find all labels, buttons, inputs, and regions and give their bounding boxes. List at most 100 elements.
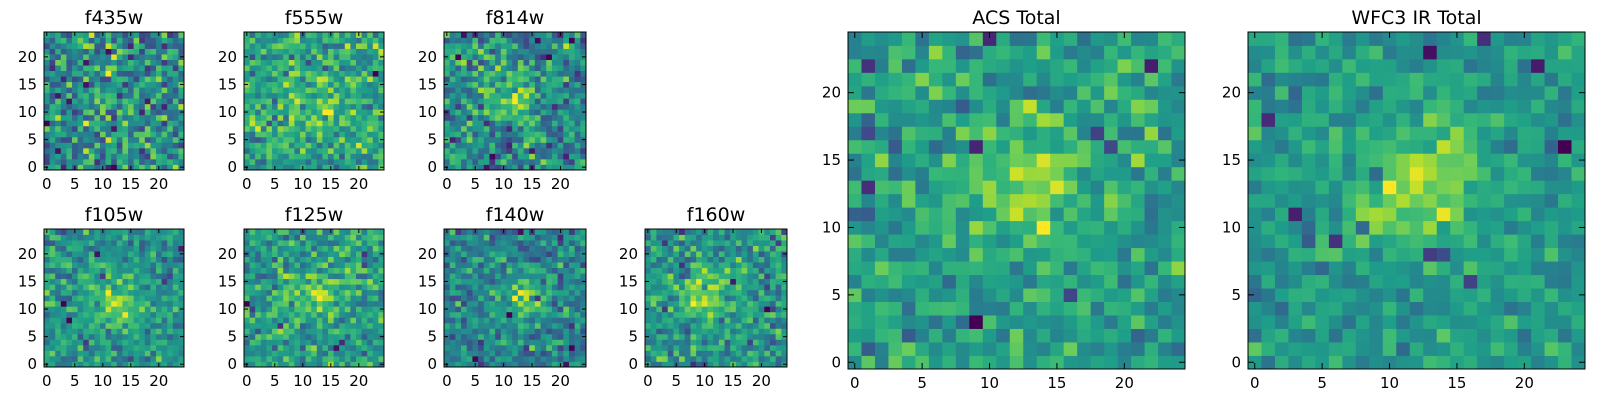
heatmap-cell [557, 98, 564, 105]
heatmap-cell [656, 344, 663, 351]
heatmap-cell [730, 328, 737, 335]
heatmap-cell [483, 76, 490, 83]
heatmap-cell [461, 98, 468, 105]
heatmap-cell [512, 344, 519, 351]
heatmap-cell [372, 311, 379, 318]
heatmap-cell [466, 333, 473, 340]
heatmap-cell [568, 251, 576, 257]
heatmap-cell [735, 317, 742, 324]
heatmap-cell [350, 164, 357, 171]
heatmap-cell [915, 247, 930, 262]
heatmap-cell [49, 361, 56, 368]
heatmap-cell [730, 344, 737, 351]
heatmap-cell [529, 81, 536, 88]
heatmap-cell [449, 278, 456, 285]
heatmap-cell [283, 245, 290, 252]
heatmap-cell [77, 295, 84, 302]
heatmap-cell [339, 147, 346, 154]
heatmap-cell [139, 125, 146, 132]
heatmap-cell [580, 328, 587, 335]
heatmap-cell [1036, 220, 1051, 235]
heatmap-cell [333, 76, 340, 83]
heatmap-cell [277, 245, 284, 252]
heatmap-cell [105, 114, 112, 121]
heatmap-cell [83, 295, 90, 302]
heatmap-cell [128, 245, 134, 252]
heatmap-cell [1117, 315, 1132, 329]
heatmap-cell [288, 87, 295, 94]
heatmap-cell [283, 267, 290, 274]
heatmap-cell [133, 245, 140, 252]
heatmap-cell [361, 317, 368, 324]
heatmap-cell [88, 76, 95, 83]
heatmap-cell [344, 98, 351, 105]
heatmap-cell [506, 109, 513, 116]
heatmap-cell [244, 125, 250, 132]
heatmap-cell [339, 76, 346, 83]
heatmap-cell [167, 240, 174, 246]
heatmap-cell [339, 245, 346, 252]
heatmap-cell [444, 262, 451, 269]
heatmap-cell [466, 131, 473, 138]
heatmap-cell [517, 355, 524, 362]
heatmap-cell [534, 65, 541, 72]
heatmap-cell [500, 339, 507, 346]
heatmap-cell [449, 251, 456, 257]
heatmap-cell [83, 322, 90, 329]
heatmap-cell [1009, 328, 1024, 343]
heatmap-cell [667, 355, 674, 362]
heatmap-cell [116, 125, 123, 132]
heatmap-cell [244, 295, 250, 302]
x-tick-label: 0 [242, 175, 252, 193]
heatmap-cell [283, 322, 290, 329]
heatmap-cell [122, 54, 129, 60]
heatmap-cell [328, 92, 334, 99]
heatmap-cell [339, 153, 346, 160]
heatmap-cell [534, 328, 541, 335]
heatmap-cell [333, 262, 340, 269]
heatmap-cell [580, 32, 587, 38]
heatmap-cell [122, 245, 129, 252]
heatmap-cell [367, 65, 374, 72]
heatmap-cell [72, 289, 78, 296]
heatmap-cell [316, 164, 323, 171]
heatmap-cell [915, 153, 930, 168]
heatmap-cell [489, 234, 496, 241]
heatmap-cell [764, 333, 771, 340]
heatmap-cell [94, 245, 101, 252]
heatmap-cell [378, 256, 385, 263]
heatmap-cell [83, 43, 90, 49]
heatmap-cell [88, 311, 95, 318]
heatmap-cell [66, 76, 73, 83]
heatmap-cell [178, 240, 185, 246]
heatmap-cell [139, 32, 146, 38]
heatmap-cell [568, 229, 576, 235]
heatmap-cell [645, 284, 652, 291]
heatmap-cell [1158, 328, 1172, 343]
heatmap-cell [574, 240, 581, 246]
heatmap-cell [679, 322, 686, 329]
heatmap-cell [60, 344, 67, 351]
heatmap-cell [372, 142, 379, 149]
heatmap-cell [350, 103, 357, 110]
heatmap-cell [294, 240, 301, 246]
heatmap-cell [161, 103, 168, 110]
heatmap-cell [260, 92, 267, 99]
heatmap-cell [116, 289, 123, 296]
heatmap-cell [568, 289, 576, 296]
heatmap-cell [523, 234, 530, 241]
heatmap-cell [679, 234, 686, 241]
heatmap-cell [266, 54, 273, 60]
heatmap-cell [133, 153, 140, 160]
heatmap-cell [455, 164, 462, 171]
heatmap-cell [1050, 166, 1065, 181]
heatmap-cell [775, 262, 782, 269]
heatmap-cell [88, 87, 95, 94]
heatmap-cell [955, 220, 970, 235]
heatmap-cell [55, 317, 62, 324]
heatmap-cell [305, 76, 312, 83]
heatmap-cell [724, 328, 731, 335]
heatmap-cell [311, 120, 318, 127]
heatmap-cell [449, 273, 456, 280]
heatmap-cell [466, 48, 473, 55]
